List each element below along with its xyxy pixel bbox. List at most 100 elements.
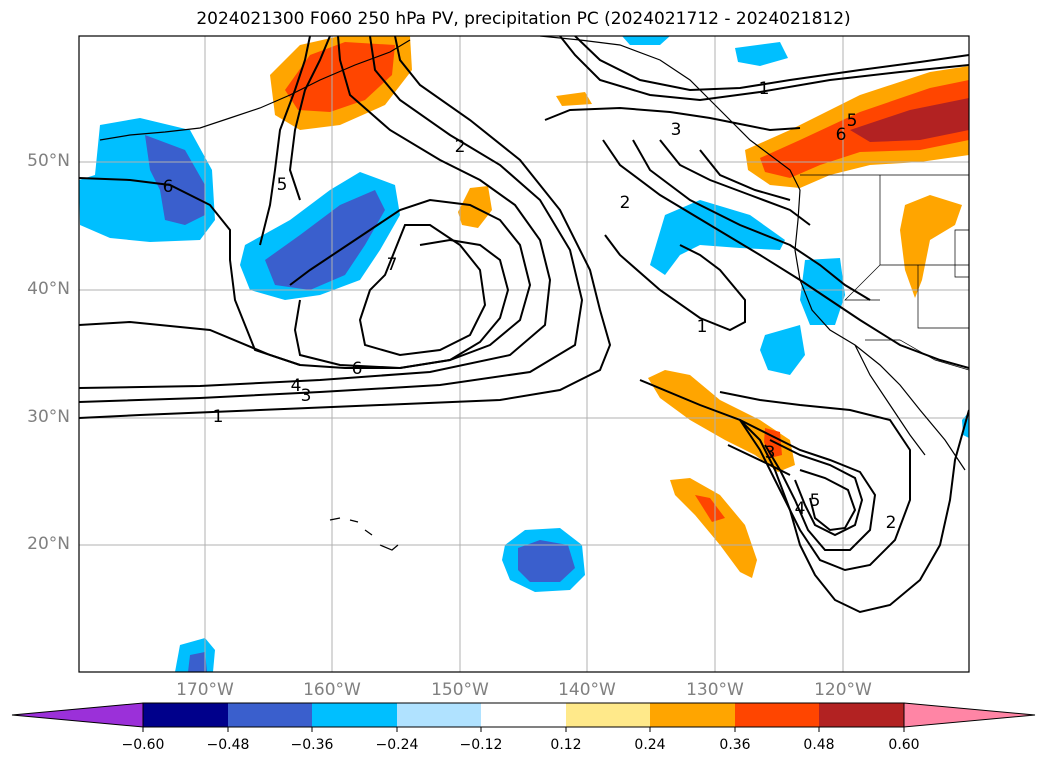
colorbar-bin xyxy=(650,703,735,727)
contour-5-se xyxy=(799,469,857,532)
colorbar-bin xyxy=(481,703,566,727)
contour-1-mid xyxy=(604,234,746,332)
pos-blob-tropical-core xyxy=(695,495,725,522)
graticule xyxy=(79,36,969,672)
contour-label: 3 xyxy=(765,443,776,463)
contour-inner2-mid xyxy=(659,139,811,226)
contour-1-west xyxy=(79,36,612,419)
neg-blob-bottom-core xyxy=(188,652,207,672)
coast-alaska-peninsula xyxy=(99,39,411,141)
colorbar-tick-label: −0.48 xyxy=(206,737,250,753)
contour-label: 1 xyxy=(759,79,770,99)
contour-label: 4 xyxy=(795,499,806,519)
contour-label: 5 xyxy=(847,111,858,131)
border-mexico xyxy=(865,339,969,371)
coast-bc xyxy=(709,99,801,191)
contour-inner-mid xyxy=(632,139,871,301)
contour-label: 4 xyxy=(291,376,302,396)
colorbar-tick-label: 0.48 xyxy=(803,737,835,753)
lon-label-120w: 120°W xyxy=(814,680,872,700)
contour-label: 2 xyxy=(455,137,466,157)
colorbar-extend-left xyxy=(11,702,144,728)
border-state-box xyxy=(954,229,969,278)
neg-blob-south-core xyxy=(518,540,575,582)
contour-1-se xyxy=(639,379,969,614)
neg-blob-north xyxy=(735,42,788,66)
contour-6-inner xyxy=(293,238,510,370)
colorbar-frame xyxy=(142,702,905,728)
coast-gulf-alaska xyxy=(539,36,711,101)
colorbar-bin xyxy=(143,703,228,727)
coast-baja xyxy=(854,344,926,456)
coast-west-us xyxy=(794,189,966,471)
lon-label-160w: 160°W xyxy=(303,680,361,700)
neg-blob-california-s xyxy=(760,325,805,375)
colorbar-bin xyxy=(819,703,904,727)
map-title: 2024021300 F060 250 hPa PV, precipitatio… xyxy=(196,9,851,29)
pos-blob-interior xyxy=(900,195,962,298)
contour-2-east xyxy=(559,36,969,102)
contour-label: 2 xyxy=(620,193,631,213)
coastlines xyxy=(99,36,966,551)
lon-label-150w: 150°W xyxy=(431,680,489,700)
lat-label-20n: 20°N xyxy=(27,534,70,554)
coast-hawaii xyxy=(329,517,399,551)
colorbar-tick-label: 0.24 xyxy=(634,737,666,753)
colorbar-tick-label: 0.36 xyxy=(719,737,751,753)
contour-label: 2 xyxy=(886,513,897,533)
contour-3-east xyxy=(544,106,801,132)
colorbar-tick-label: 0.60 xyxy=(888,737,920,753)
pos-blob-pnw-ar-core xyxy=(850,98,969,142)
contour-3-west xyxy=(79,36,584,403)
lon-label-130w: 130°W xyxy=(686,680,744,700)
colorbar-tick-label: −0.12 xyxy=(459,737,503,753)
colorbar-bin xyxy=(228,703,312,727)
lat-label-50n: 50°N xyxy=(27,151,70,171)
neg-blob-top xyxy=(622,36,670,45)
pos-blob-alaska-core xyxy=(285,42,395,112)
contour-label: 6 xyxy=(836,125,847,145)
contour-label: 7 xyxy=(387,255,398,275)
contour-1-east xyxy=(574,36,969,92)
contour-label: 5 xyxy=(277,175,288,195)
colorbar-tick-label: 0.12 xyxy=(550,737,582,753)
contour-2-se xyxy=(719,391,911,572)
contour-label: 1 xyxy=(213,407,224,427)
contour-label: 1 xyxy=(697,317,708,337)
contour-5-ridge xyxy=(259,36,311,246)
lat-label-40n: 40°N xyxy=(27,279,70,299)
contour-label-group: 6 5 7 6 4 3 1 2 2 1 3 1 5 6 3 5 4 2 xyxy=(163,79,897,533)
neg-blob-far-west-core xyxy=(145,135,205,225)
colorbar-extend-right xyxy=(903,702,1036,728)
contour-4-west xyxy=(79,36,552,389)
colorbar-tick-label: −0.24 xyxy=(375,737,419,753)
lon-label-140w: 140°W xyxy=(558,680,616,700)
contour-label: 6 xyxy=(163,177,174,197)
plot-frame xyxy=(78,35,970,673)
neg-blob-pnw xyxy=(650,200,785,275)
colorbar-bin xyxy=(566,703,650,727)
contour-label: 3 xyxy=(301,386,312,406)
contour-3-sw xyxy=(727,444,791,476)
lat-label-30n: 30°N xyxy=(27,407,70,427)
colorbar-bin xyxy=(397,703,481,727)
contour-label: 5 xyxy=(810,491,821,511)
colorbar-tick-label: −0.36 xyxy=(290,737,334,753)
neg-blob-west-core xyxy=(265,190,385,290)
contour-3-se xyxy=(739,419,877,551)
colorbar xyxy=(11,702,1036,732)
contour-6-west xyxy=(79,177,301,366)
pv-contours xyxy=(79,36,969,614)
contour-label: 6 xyxy=(352,359,363,379)
contour-2-mid xyxy=(602,139,969,369)
lon-label-170w: 170°W xyxy=(176,680,234,700)
contour-inner3-mid xyxy=(699,149,791,201)
colorbar-tick-label: −0.60 xyxy=(121,737,165,753)
contour-7 xyxy=(358,224,487,357)
colorbar-bin xyxy=(312,703,397,727)
pos-blob-tropical-band xyxy=(670,478,757,578)
pos-blob-tiny xyxy=(556,92,592,106)
colorbar-bin xyxy=(735,703,819,727)
contour-label: 3 xyxy=(671,120,682,140)
